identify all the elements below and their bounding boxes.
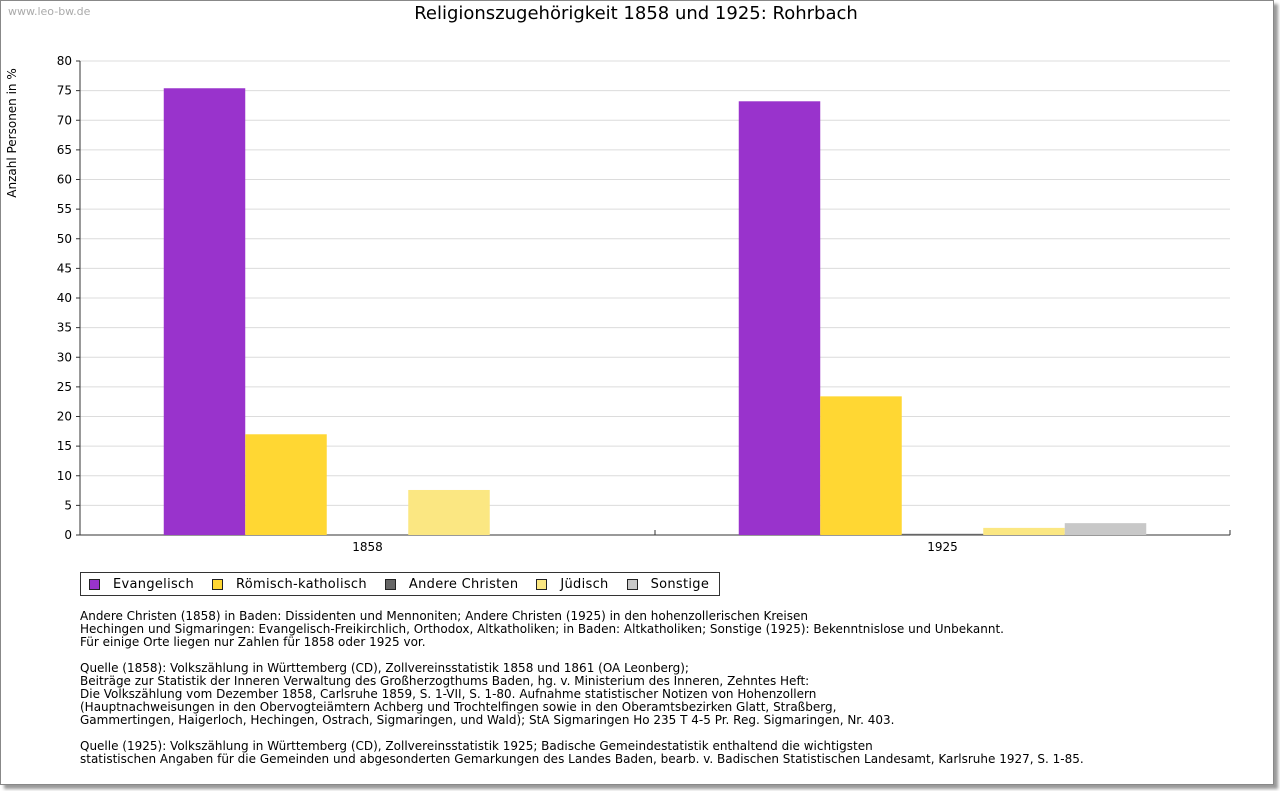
- y-tick-label: 35: [57, 321, 72, 335]
- x-tick-label: 1858: [352, 540, 383, 554]
- note-andere-christen: Andere Christen (1858) in Baden: Disside…: [80, 609, 1004, 649]
- chart-title: Religionszugehörigkeit 1858 und 1925: Ro…: [414, 3, 858, 24]
- legend-label: Andere Christen: [408, 576, 519, 592]
- y-tick-label: 25: [57, 380, 72, 394]
- y-tick-label: 55: [57, 202, 72, 216]
- legend-label: Sonstige: [650, 576, 710, 592]
- bar-evangelisch-1858: [163, 88, 246, 535]
- x-tick-label: 1925: [927, 540, 958, 554]
- legend-swatch: [626, 578, 638, 590]
- bar-evangelisch-1925: [738, 101, 821, 535]
- legend-label: Evangelisch: [113, 576, 195, 592]
- bar-r-misch-katholisch-1925: [820, 396, 902, 535]
- y-tick-label: 15: [57, 439, 72, 453]
- legend-item: Evangelisch: [89, 577, 194, 592]
- y-tick-label: 70: [57, 113, 72, 127]
- y-axis-label: Anzahl Personen in %: [5, 68, 19, 198]
- legend: Evangelisch Römisch-katholisch Andere Chri…: [80, 572, 721, 596]
- y-tick-label: 30: [57, 350, 72, 364]
- bar-andere-christen-1925: [901, 533, 984, 535]
- legend-item: Römisch-katholisch: [212, 577, 367, 592]
- note-quelle-1858: Quelle (1858): Volkszählung in Württembe…: [80, 661, 895, 727]
- y-tick-label: 5: [64, 498, 72, 512]
- y-tick-label: 60: [57, 173, 72, 187]
- y-tick-label: 65: [57, 143, 72, 157]
- y-tick-label: 45: [57, 261, 72, 275]
- legend-item: Andere Christen: [384, 576, 519, 592]
- legend-item: Jüdisch: [536, 577, 608, 592]
- watermark: www.leo-bw.de: [8, 5, 91, 18]
- notes: Andere Christen (1858) in Baden: Disside…: [80, 610, 1230, 779]
- legend-swatch: [536, 578, 548, 590]
- note-quelle-1925: Quelle (1925): Volkszählung in Württembe…: [80, 739, 1084, 766]
- bar-r-misch-katholisch-1858: [245, 434, 327, 535]
- y-tick-label: 40: [57, 291, 72, 305]
- legend-swatch: [89, 578, 100, 590]
- legend-swatch: [384, 578, 396, 590]
- bar-chart: 0 5 10 15 20 25 30 35 40 45 50 55 60 65 70 75 80 Anzahl P…: [5, 54, 1231, 554]
- y-tick-label: 20: [57, 410, 72, 424]
- legend-label: Jüdisch: [560, 576, 609, 592]
- bar-sonstige-1925: [1064, 523, 1147, 535]
- legend-swatch: [212, 578, 224, 590]
- y-tick-label: 75: [57, 84, 72, 98]
- bar-j-disch-1858: [408, 489, 490, 535]
- legend-label: Römisch-katholisch: [236, 576, 367, 592]
- bar-j-disch-1925: [983, 527, 1065, 535]
- legend-item: Sonstige: [626, 576, 710, 592]
- y-tick-label: 0: [64, 528, 72, 542]
- y-tick-label: 50: [57, 232, 72, 246]
- y-tick-label: 80: [57, 54, 72, 68]
- y-tick-label: 10: [57, 469, 72, 483]
